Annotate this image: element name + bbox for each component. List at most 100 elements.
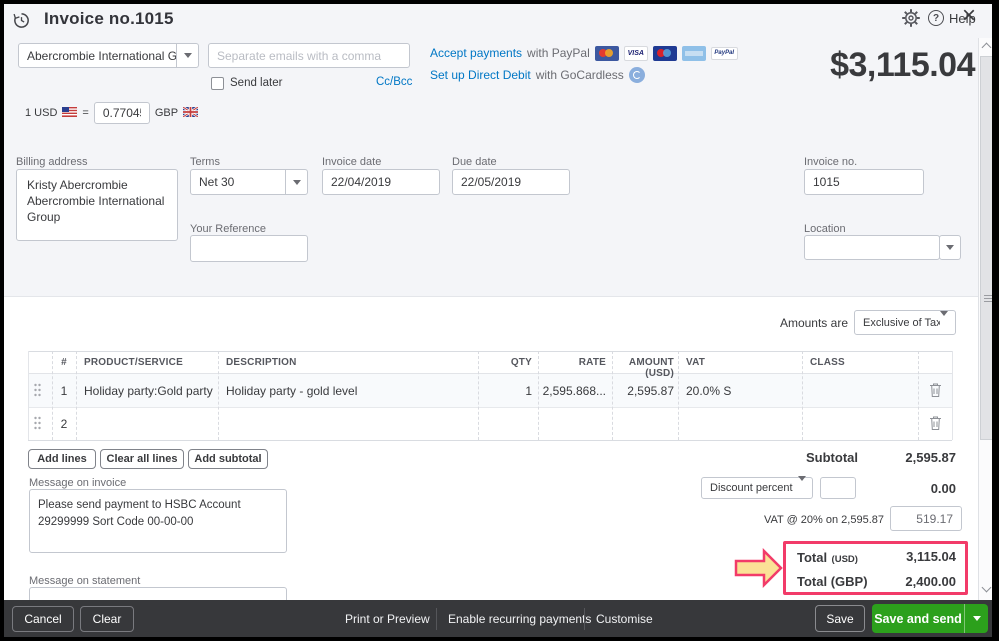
col-header-rate[interactable]: RATE xyxy=(578,357,606,368)
direct-debit-link[interactable]: Set up Direct Debit xyxy=(430,68,531,82)
subtotal-label: Subtotal xyxy=(806,450,858,465)
customer-select-value: Abercrombie International Group xyxy=(27,48,176,63)
col-header-qty[interactable]: QTY xyxy=(510,357,532,368)
col-header-amount[interactable]: AMOUNT (USD) xyxy=(628,357,674,379)
exchange-base-label: 1 USD xyxy=(25,107,58,119)
row1-description-cell[interactable]: Holiday party - gold level xyxy=(226,384,358,398)
invoice-date-input[interactable] xyxy=(322,169,440,195)
total-usd-value: 3,115.04 xyxy=(906,549,956,564)
drag-handle-icon[interactable] xyxy=(33,383,42,402)
amounts-are-value: Exclusive of Tax xyxy=(863,316,940,329)
clear-all-lines-button[interactable]: Clear all lines xyxy=(100,449,184,469)
total-usd-label: Total (USD) xyxy=(797,550,858,565)
billing-address-label: Billing address xyxy=(16,156,88,168)
customise-button[interactable]: Customise xyxy=(596,612,653,626)
scrollbar[interactable] xyxy=(978,38,995,600)
row1-amount-cell[interactable]: 2,595.87 xyxy=(627,384,674,398)
col-header-class[interactable]: CLASS xyxy=(810,357,845,368)
clear-button[interactable]: Clear xyxy=(80,606,134,632)
help-label[interactable]: Help xyxy=(949,11,976,26)
exchange-equals: = xyxy=(82,107,89,119)
row1-qty-cell[interactable]: 1 xyxy=(525,384,532,398)
save-and-send-button[interactable]: Save and send xyxy=(872,604,988,633)
message-invoice-textarea[interactable]: Please send payment to HSBC Account 2929… xyxy=(29,489,287,553)
discount-input[interactable] xyxy=(820,477,856,499)
gocardless-icon xyxy=(628,67,645,83)
accept-payments-link[interactable]: Accept payments xyxy=(430,46,523,60)
drag-handle-icon[interactable] xyxy=(33,416,42,435)
balance-due-amount: $3,115.04 xyxy=(830,46,975,84)
totals-highlight-box xyxy=(783,541,968,595)
customer-select[interactable]: Abercrombie International Group xyxy=(18,43,199,68)
row-number: 2 xyxy=(60,417,68,431)
col-header-description[interactable]: DESCRIPTION xyxy=(226,357,297,368)
col-header-product[interactable]: PRODUCT/SERVICE xyxy=(84,357,183,368)
scrollbar-thumb[interactable] xyxy=(980,56,994,440)
mastercard-icon xyxy=(594,45,619,61)
scroll-down-icon[interactable] xyxy=(981,582,992,593)
exchange-rate-input[interactable] xyxy=(93,102,150,124)
reference-label: Your Reference xyxy=(190,223,267,235)
billing-address-field[interactable]: Kristy Abercrombie Abercrombie Internati… xyxy=(16,169,178,241)
col-header-vat[interactable]: VAT xyxy=(686,357,706,368)
due-date-label: Due date xyxy=(452,156,497,168)
row-number: 1 xyxy=(60,384,68,398)
trash-icon[interactable] xyxy=(929,415,942,436)
total-gbp-label: Total (GBP) xyxy=(797,574,868,589)
page-title: Invoice no.1015 xyxy=(44,9,174,28)
discount-type-select[interactable]: Discount percent xyxy=(701,476,813,499)
paypal-icon: PayPal xyxy=(710,46,738,60)
col-header-num: # xyxy=(61,357,67,368)
gear-icon[interactable] xyxy=(901,8,921,33)
row1-vat-cell[interactable]: 20.0% S xyxy=(686,384,732,398)
direct-debit-suffix: with GoCardless xyxy=(535,68,624,82)
chevron-down-icon xyxy=(798,476,812,495)
print-preview-button[interactable]: Print or Preview xyxy=(345,612,430,626)
exchange-target-label: GBP xyxy=(154,107,179,119)
terms-select[interactable]: Net 30 xyxy=(190,169,308,195)
footer-divider xyxy=(436,608,437,630)
recurring-payments-button[interactable]: Enable recurring payments xyxy=(448,612,592,626)
subtotal-value: 2,595.87 xyxy=(905,450,956,465)
vat-amount-input[interactable] xyxy=(890,506,962,531)
accept-payments-suffix: with PayPal xyxy=(527,46,590,60)
us-flag-icon xyxy=(62,104,78,122)
save-and-send-label: Save and send xyxy=(874,611,962,626)
scroll-up-icon[interactable] xyxy=(981,42,992,53)
chevron-down-icon[interactable] xyxy=(176,44,198,67)
trash-icon[interactable] xyxy=(929,382,942,403)
due-date-input[interactable] xyxy=(452,169,570,195)
amex-icon xyxy=(681,45,706,61)
header-bar xyxy=(4,4,992,38)
reference-input[interactable] xyxy=(190,235,308,262)
chevron-down-icon[interactable] xyxy=(285,170,307,194)
amounts-are-select[interactable]: Exclusive of Tax xyxy=(854,310,956,335)
add-lines-button[interactable]: Add lines xyxy=(28,449,96,469)
message-invoice-label: Message on invoice xyxy=(29,477,127,489)
discount-value: 0.00 xyxy=(930,481,956,496)
row1-product-cell[interactable]: Holiday party:Gold party xyxy=(84,384,213,398)
help-icon[interactable]: ? xyxy=(928,10,944,26)
cancel-button[interactable]: Cancel xyxy=(12,606,74,632)
location-input[interactable] xyxy=(804,235,940,260)
invoice-no-input[interactable] xyxy=(804,169,924,195)
maestro-icon xyxy=(652,45,677,61)
discount-type-value: Discount percent xyxy=(710,482,793,494)
location-dropdown-button[interactable] xyxy=(939,235,961,260)
cc-bcc-link[interactable]: Cc/Bcc xyxy=(376,76,413,88)
add-subtotal-button[interactable]: Add subtotal xyxy=(188,449,268,469)
row1-rate-cell[interactable]: 2,595.868... xyxy=(542,384,606,398)
chevron-down-icon xyxy=(940,310,955,330)
save-button[interactable]: Save xyxy=(815,605,865,632)
table-row[interactable] xyxy=(28,374,952,407)
invoice-date-label: Invoice date xyxy=(322,156,382,168)
close-icon[interactable]: × xyxy=(962,2,977,29)
email-input[interactable] xyxy=(208,43,410,68)
save-options-dropdown[interactable] xyxy=(964,604,988,633)
vat-line-label: VAT @ 20% on 2,595.87 xyxy=(763,514,884,526)
terms-label: Terms xyxy=(190,156,220,168)
history-icon[interactable] xyxy=(12,11,31,35)
highlight-arrow-icon xyxy=(734,547,784,593)
send-later-checkbox[interactable] xyxy=(211,77,224,90)
